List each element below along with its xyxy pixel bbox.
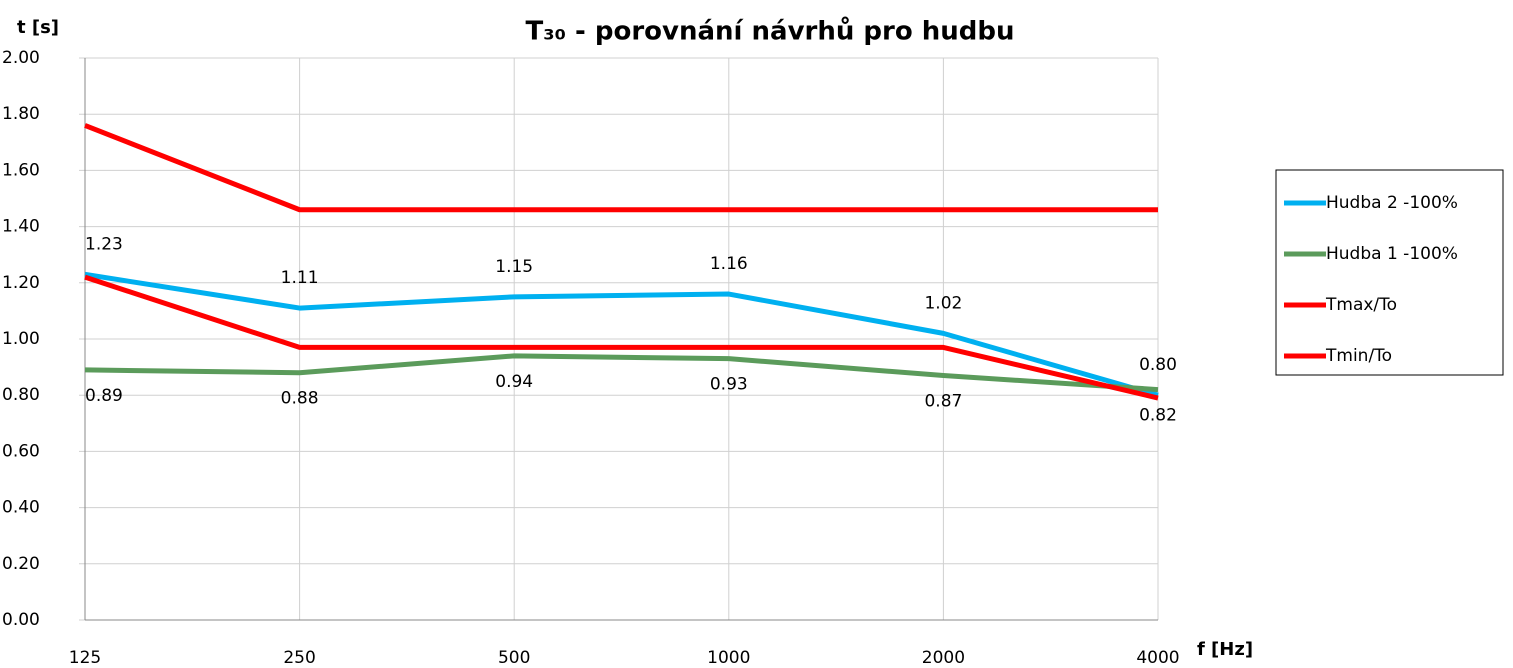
x-axis-label: f [Hz] (1197, 639, 1253, 660)
y-axis-label: t [s] (17, 17, 59, 38)
legend-label: Tmin/To (1325, 346, 1392, 366)
y-tick-label: 1.80 (2, 104, 40, 124)
data-label: 0.80 (1139, 355, 1177, 375)
y-tick-label: 0.60 (2, 441, 40, 461)
series-line (84, 271, 1159, 398)
data-label: 1.02 (924, 293, 962, 313)
data-label: 0.82 (1139, 406, 1177, 426)
x-tick-label: 2000 (922, 648, 965, 668)
data-label: 0.88 (281, 389, 319, 409)
y-tick-label: 0.40 (2, 498, 40, 518)
series-line (84, 274, 1159, 401)
y-tick-label: 1.60 (2, 160, 40, 180)
x-tick-label: 250 (283, 648, 315, 668)
y-tick-label: 0.00 (2, 610, 40, 630)
y-tick-label: 1.20 (2, 273, 40, 293)
series-line (84, 353, 1159, 393)
data-label: 1.16 (710, 254, 748, 274)
legend-label: Tmax/To (1325, 295, 1397, 315)
x-tick-label: 500 (498, 648, 530, 668)
y-tick-label: 2.00 (2, 48, 40, 68)
data-label: 0.93 (710, 375, 748, 395)
y-tick-label: 1.00 (2, 329, 40, 349)
data-label: 1.15 (495, 257, 533, 277)
chart-title: T₃₀ - porovnání návrhů pro hudbu (525, 16, 1014, 47)
y-tick-label: 1.40 (2, 217, 40, 237)
x-tick-label: 1000 (707, 648, 750, 668)
y-tick-label: 0.20 (2, 554, 40, 574)
legend-label: Hudba 1 -100% (1326, 244, 1458, 264)
x-tick-label: 4000 (1136, 648, 1179, 668)
data-label: 0.94 (495, 372, 533, 392)
data-label: 0.87 (924, 392, 962, 412)
data-label: 1.23 (85, 234, 123, 254)
series-line (84, 123, 1158, 213)
y-tick-label: 0.80 (2, 385, 40, 405)
legend-label: Hudba 2 -100% (1326, 193, 1458, 213)
x-tick-label: 125 (69, 648, 101, 668)
data-label: 0.89 (85, 386, 123, 406)
data-label: 1.11 (281, 268, 319, 288)
